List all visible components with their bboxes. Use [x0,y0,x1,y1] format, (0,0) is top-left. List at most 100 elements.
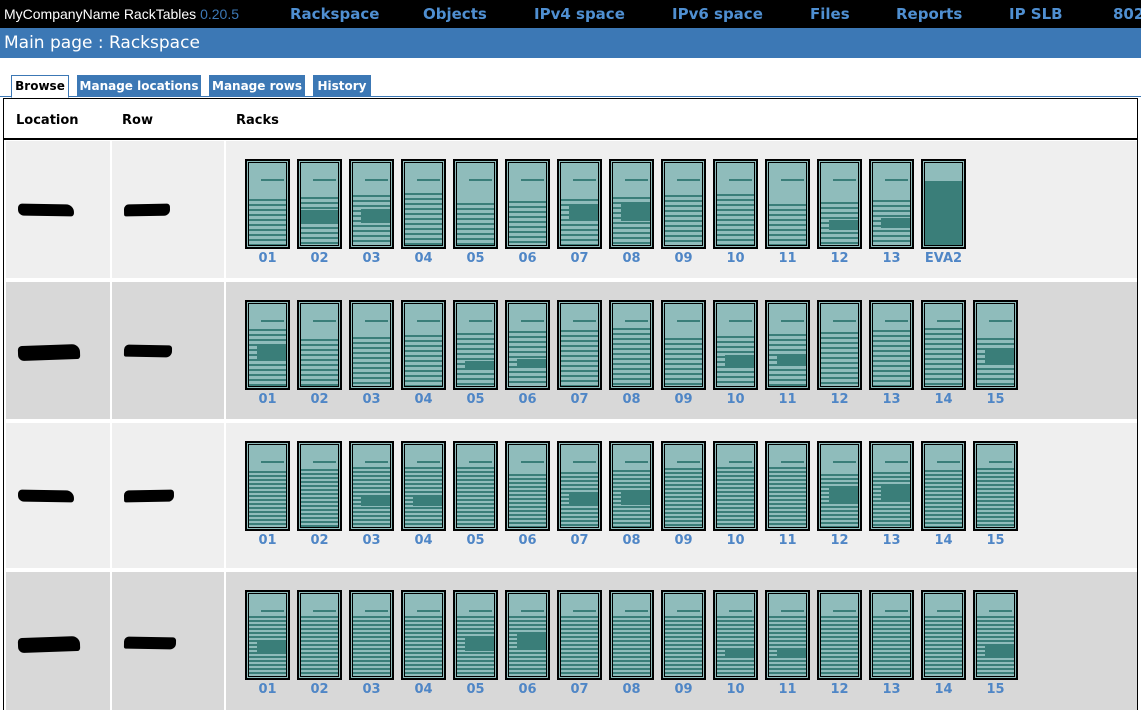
rack-thumbnail[interactable] [661,159,706,249]
rack-thumbnail[interactable] [297,300,342,390]
rack-label[interactable]: 10 [726,251,745,266]
rack-thumbnail[interactable] [349,441,394,531]
rack-thumbnail[interactable] [817,300,862,390]
rack-thumbnail[interactable] [973,300,1018,390]
rack-thumbnail[interactable] [453,159,498,249]
rack-label[interactable]: 01 [258,682,277,697]
rack-thumbnail[interactable] [661,590,706,680]
rack-thumbnail[interactable] [765,300,810,390]
rack-label[interactable]: 07 [570,533,589,548]
rack-thumbnail[interactable] [921,590,966,680]
rack-label[interactable]: 13 [882,251,901,266]
rack-thumbnail[interactable] [297,590,342,680]
rack-thumbnail[interactable] [765,590,810,680]
rack-thumbnail[interactable] [661,441,706,531]
rack-thumbnail[interactable] [713,590,758,680]
rack-thumbnail[interactable] [297,441,342,531]
rack-label[interactable]: 14 [934,533,953,548]
rack-thumbnail[interactable] [245,300,290,390]
rack-label[interactable]: 06 [518,682,537,697]
rack-thumbnail[interactable] [817,441,862,531]
rack-label[interactable]: 03 [362,533,381,548]
rack-label[interactable]: 09 [674,251,693,266]
rack-label[interactable]: 03 [362,682,381,697]
rack-label[interactable]: 10 [726,392,745,407]
rack-label[interactable]: 14 [934,682,953,697]
rack-label[interactable]: 02 [310,251,329,266]
rack-thumbnail[interactable] [713,300,758,390]
rack-label[interactable]: 10 [726,682,745,697]
rack-label[interactable]: 14 [934,392,953,407]
rack-thumbnail[interactable] [609,441,654,531]
rack-thumbnail[interactable] [453,590,498,680]
rack-label[interactable]: 02 [310,682,329,697]
rack-label[interactable]: 13 [882,533,901,548]
tab-browse[interactable]: Browse [11,75,69,98]
rack-thumbnail[interactable] [557,300,602,390]
rack-thumbnail[interactable] [921,441,966,531]
rack-label[interactable]: 06 [518,392,537,407]
rack-label[interactable]: 09 [674,682,693,697]
rack-thumbnail[interactable] [401,159,446,249]
rack-thumbnail[interactable] [973,441,1018,531]
rack-thumbnail[interactable] [505,590,550,680]
rack-label[interactable]: 02 [310,392,329,407]
rack-label[interactable]: 01 [258,533,277,548]
rack-label[interactable]: 15 [986,392,1005,407]
rack-label[interactable]: 11 [778,533,797,548]
tab-manage-rows[interactable]: Manage rows [209,75,305,97]
rack-thumbnail[interactable] [817,590,862,680]
rack-label[interactable]: 04 [414,533,433,548]
rack-label[interactable]: 15 [986,533,1005,548]
tab-manage-locations[interactable]: Manage locations [77,75,201,97]
rack-label[interactable]: 08 [622,251,641,266]
rack-thumbnail[interactable] [661,300,706,390]
rack-thumbnail[interactable] [245,159,290,249]
rack-label[interactable]: 04 [414,392,433,407]
rack-thumbnail[interactable] [609,300,654,390]
rack-label[interactable]: 03 [362,392,381,407]
rack-thumbnail[interactable] [869,300,914,390]
rack-thumbnail[interactable] [297,159,342,249]
rack-label[interactable]: 07 [570,251,589,266]
rack-thumbnail[interactable] [765,441,810,531]
rack-thumbnail[interactable] [609,590,654,680]
rack-thumbnail[interactable] [505,441,550,531]
rack-label[interactable]: 02 [310,533,329,548]
rack-thumbnail[interactable] [973,590,1018,680]
tab-history[interactable]: History [313,75,371,97]
rack-label[interactable]: 04 [414,682,433,697]
rack-label[interactable]: 12 [830,251,849,266]
rack-label[interactable]: 13 [882,392,901,407]
rack-thumbnail[interactable] [921,159,966,249]
rack-label[interactable]: 01 [258,251,277,266]
rack-label[interactable]: 09 [674,392,693,407]
rack-thumbnail[interactable] [765,159,810,249]
rack-thumbnail[interactable] [453,300,498,390]
nav-ip-slb[interactable]: IP SLB [1009,5,1063,23]
nav-ipv4-space[interactable]: IPv4 space [534,5,625,23]
rack-thumbnail[interactable] [453,441,498,531]
rack-thumbnail[interactable] [505,159,550,249]
rack-thumbnail[interactable] [609,159,654,249]
rack-label[interactable]: 15 [986,682,1005,697]
rack-thumbnail[interactable] [349,159,394,249]
rack-label[interactable]: 11 [778,251,797,266]
rack-thumbnail[interactable] [401,441,446,531]
rack-label[interactable]: 12 [830,682,849,697]
rack-label[interactable]: 08 [622,533,641,548]
rack-label[interactable]: 05 [466,682,485,697]
nav-reports[interactable]: Reports [896,5,963,23]
rack-label[interactable]: 04 [414,251,433,266]
rack-thumbnail[interactable] [713,441,758,531]
rack-thumbnail[interactable] [817,159,862,249]
rack-label[interactable]: 06 [518,533,537,548]
rack-label[interactable]: 08 [622,392,641,407]
nav-rackspace[interactable]: Rackspace [290,5,380,23]
rack-label[interactable]: 13 [882,682,901,697]
nav-802[interactable]: 802 [1113,5,1141,23]
rack-thumbnail[interactable] [869,159,914,249]
rack-label[interactable]: 11 [778,682,797,697]
rack-label[interactable]: 05 [466,251,485,266]
rack-thumbnail[interactable] [401,300,446,390]
